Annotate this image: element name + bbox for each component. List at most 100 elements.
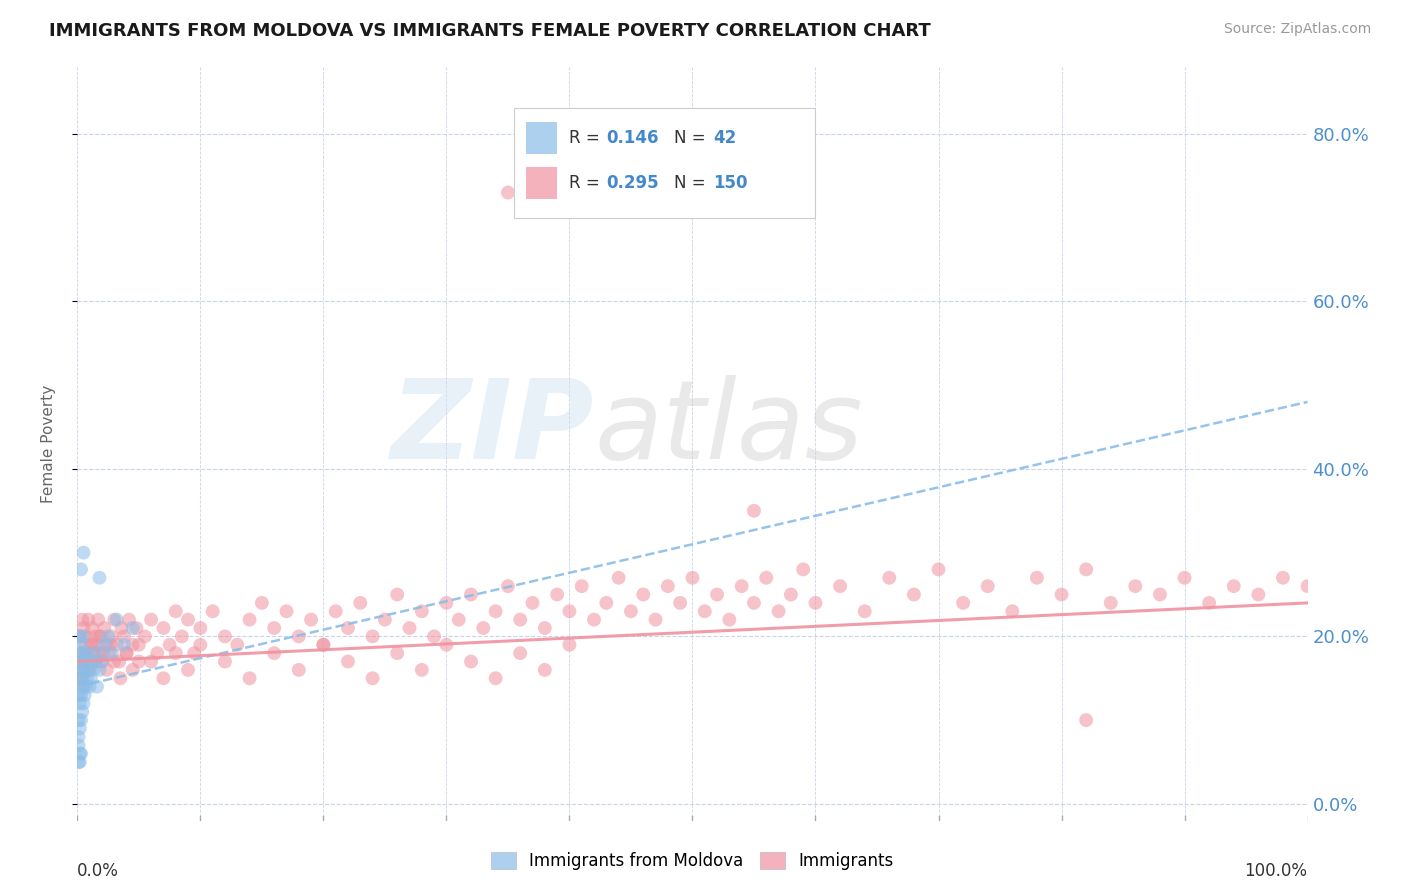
- Point: [80, 638, 103, 652]
- Point: [69, 671, 91, 685]
- Point: [84, 655, 107, 669]
- Text: 0.295: 0.295: [606, 174, 659, 192]
- Text: 42: 42: [713, 128, 737, 147]
- Point: [84, 646, 107, 660]
- Point: [103, 613, 125, 627]
- Point: [70, 638, 93, 652]
- Text: 100.0%: 100.0%: [1244, 862, 1308, 880]
- Point: [472, 621, 495, 635]
- Point: [89, 629, 111, 643]
- Point: [177, 663, 200, 677]
- Point: [299, 613, 322, 627]
- Point: [312, 638, 335, 652]
- Point: [1125, 579, 1147, 593]
- Point: [361, 629, 384, 643]
- Point: [188, 621, 212, 635]
- Point: [534, 663, 557, 677]
- Point: [72, 546, 94, 560]
- Point: [1026, 571, 1049, 585]
- Point: [73, 646, 96, 660]
- Point: [447, 613, 470, 627]
- Point: [496, 579, 519, 593]
- Point: [98, 646, 121, 660]
- Point: [77, 613, 100, 627]
- Point: [70, 613, 93, 627]
- Text: 0.0%: 0.0%: [77, 862, 120, 880]
- Point: [96, 638, 118, 652]
- Point: [72, 697, 94, 711]
- Point: [105, 613, 128, 627]
- Point: [1099, 596, 1122, 610]
- Point: [77, 663, 100, 677]
- Point: [633, 588, 655, 602]
- Point: [214, 629, 236, 643]
- Point: [70, 663, 93, 677]
- Point: [214, 655, 236, 669]
- Point: [152, 671, 174, 685]
- Point: [337, 655, 360, 669]
- Point: [75, 629, 97, 643]
- Point: [718, 613, 741, 627]
- Point: [1001, 604, 1024, 618]
- Point: [1296, 579, 1319, 593]
- Point: [706, 588, 728, 602]
- Point: [152, 621, 174, 635]
- Y-axis label: Female Poverty: Female Poverty: [42, 384, 56, 503]
- Point: [89, 646, 111, 660]
- Point: [73, 688, 96, 702]
- Point: [830, 579, 852, 593]
- Point: [263, 646, 285, 660]
- Point: [97, 629, 120, 643]
- Point: [79, 663, 101, 677]
- Point: [67, 713, 90, 727]
- Point: [276, 604, 298, 618]
- Point: [69, 722, 91, 736]
- Point: [118, 613, 141, 627]
- Point: [250, 596, 273, 610]
- Point: [100, 638, 122, 652]
- Point: [80, 671, 103, 685]
- Point: [682, 571, 704, 585]
- Text: R =: R =: [569, 128, 606, 147]
- Point: [70, 688, 93, 702]
- Point: [879, 571, 901, 585]
- Point: [1223, 579, 1246, 593]
- Point: [72, 671, 94, 685]
- Point: [69, 646, 91, 660]
- Point: [755, 571, 778, 585]
- Point: [70, 747, 93, 761]
- Point: [903, 588, 925, 602]
- Point: [83, 629, 105, 643]
- Point: [226, 638, 249, 652]
- Point: [121, 663, 143, 677]
- Point: [84, 655, 107, 669]
- Point: [76, 646, 98, 660]
- Point: [952, 596, 974, 610]
- FancyBboxPatch shape: [526, 167, 557, 199]
- Point: [70, 713, 93, 727]
- Point: [75, 680, 97, 694]
- Point: [105, 638, 128, 652]
- Point: [170, 629, 193, 643]
- Point: [361, 671, 384, 685]
- Point: [509, 613, 531, 627]
- Point: [72, 621, 94, 635]
- Point: [669, 596, 692, 610]
- Point: [82, 646, 104, 660]
- Point: [73, 638, 96, 652]
- Point: [607, 571, 630, 585]
- Text: atlas: atlas: [595, 376, 863, 483]
- Point: [70, 705, 93, 719]
- Point: [70, 671, 93, 685]
- Point: [1198, 596, 1220, 610]
- Point: [188, 638, 212, 652]
- Text: Source: ZipAtlas.com: Source: ZipAtlas.com: [1223, 22, 1371, 37]
- Point: [79, 655, 101, 669]
- Point: [108, 655, 131, 669]
- Point: [67, 655, 90, 669]
- Point: [731, 579, 754, 593]
- Point: [69, 697, 91, 711]
- Point: [165, 646, 187, 660]
- Point: [70, 655, 93, 669]
- Point: [121, 638, 143, 652]
